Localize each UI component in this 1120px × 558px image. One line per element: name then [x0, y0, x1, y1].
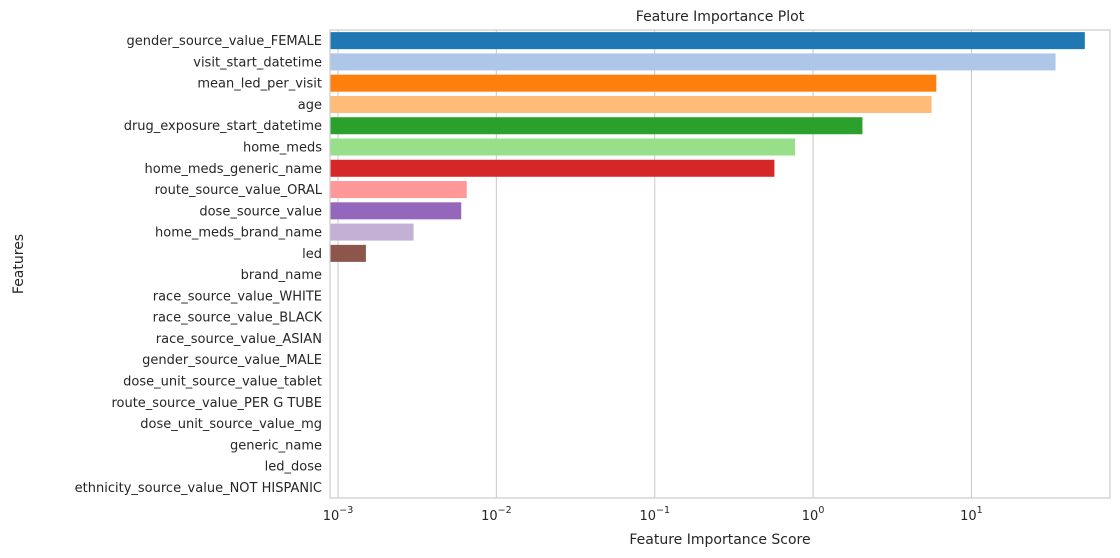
- y-tick-label: race_source_value_WHITE: [153, 289, 322, 304]
- y-tick-label: generic_name: [230, 438, 322, 453]
- y-tick-label: home_meds_generic_name: [145, 162, 323, 177]
- y-tick-label: gender_source_value_MALE: [142, 353, 322, 368]
- x-axis-label: Feature Importance Score: [629, 532, 810, 548]
- chart-title: Feature Importance Plot: [636, 9, 805, 25]
- bar-route-source-value-oral: [330, 181, 467, 199]
- bar-visit-start-datetime: [330, 53, 1056, 71]
- bar-led: [330, 244, 366, 262]
- y-tick-label: dose_unit_source_value_mg: [140, 417, 322, 432]
- x-tick-label: 101: [960, 505, 983, 524]
- bar-gender-source-value-female: [330, 32, 1085, 50]
- bar-home-meds-brand-name: [330, 223, 414, 241]
- y-tick-label: route_source_value_PER G TUBE: [111, 396, 322, 411]
- y-tick-label: drug_exposure_start_datetime: [124, 119, 322, 134]
- bar-mean-led-per-visit: [330, 74, 937, 92]
- x-tick-label: 10−1: [639, 505, 670, 524]
- plot-frame: [329, 29, 1111, 499]
- y-tick-label: led: [302, 247, 322, 262]
- x-tick-label: 10−3: [323, 505, 354, 524]
- y-tick-label: race_source_value_ASIAN: [156, 332, 322, 347]
- y-tick-label: home_meds: [243, 141, 322, 156]
- y-tick-label: route_source_value_ORAL: [155, 183, 323, 198]
- y-axis-label: Features: [11, 234, 27, 294]
- y-tick-label: mean_led_per_visit: [197, 77, 322, 92]
- y-tick-label: dose_source_value: [199, 204, 322, 219]
- y-tick-label: age: [298, 98, 322, 113]
- bar-home-meds-generic-name: [330, 159, 775, 177]
- bar-dose-source-value: [330, 202, 462, 220]
- y-tick-label: race_source_value_BLACK: [153, 311, 323, 326]
- x-tick-label: 100: [802, 505, 825, 524]
- bar-drug-exposure-start-datetime: [330, 117, 863, 135]
- y-tick-label: dose_unit_source_value_tablet: [123, 375, 322, 390]
- y-tick-label: visit_start_datetime: [193, 55, 322, 70]
- x-tick-labels: 10−3 10−2 10−1 100 101: [323, 505, 983, 524]
- y-tick-label: gender_source_value_FEMALE: [126, 34, 322, 49]
- bar-layer: [330, 32, 1085, 262]
- bar-home-meds: [330, 138, 796, 156]
- y-tick-labels: gender_source_value_FEMALE visit_start_da…: [75, 34, 323, 496]
- y-tick-label: home_meds_brand_name: [155, 226, 322, 241]
- y-tick-label: ethnicity_source_value_NOT HISPANIC: [75, 481, 322, 496]
- y-tick-label: brand_name: [241, 268, 322, 283]
- x-tick-label: 10−2: [481, 505, 512, 524]
- y-tick-label: led_dose: [265, 460, 322, 475]
- bar-age: [330, 95, 932, 113]
